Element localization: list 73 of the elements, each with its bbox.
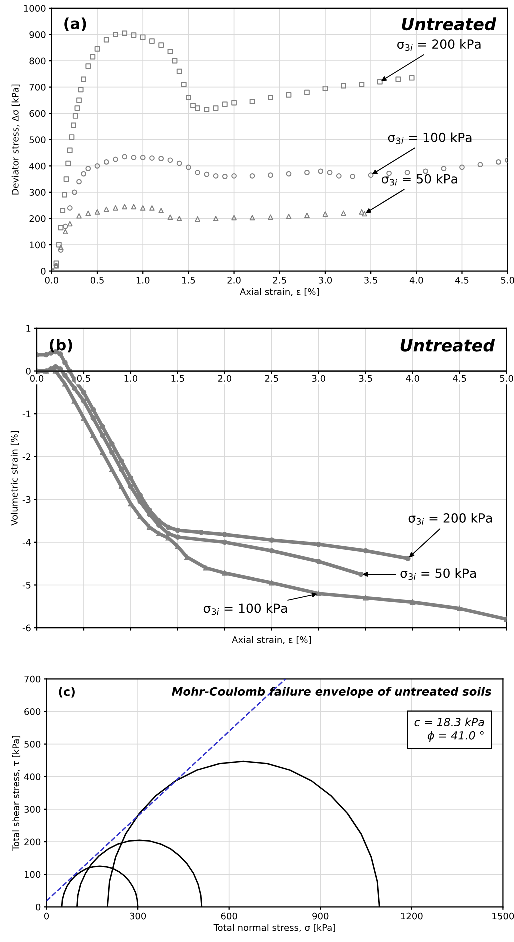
text: σ$_{3i}$ = 50 kPa [400, 568, 476, 580]
x-tick-label: 600 [221, 912, 238, 920]
y-tick-label: -5 [22, 582, 31, 589]
text: σ$_{3i}$ = 200 kPa [398, 39, 481, 52]
y-tick-label: 500 [30, 136, 46, 144]
y-tick-label: 700 [24, 676, 41, 683]
y-tick-label: 300 [24, 806, 41, 814]
y-tick-label: 1000 [24, 5, 46, 12]
x-tick-label: 2.0 [218, 375, 232, 382]
x-tick-label: 2.5 [273, 277, 286, 284]
x-tick-label: 1.5 [172, 375, 184, 382]
y-tick-label: 100 [24, 871, 41, 878]
y-tick-label: 0 [41, 268, 46, 275]
x-tick-label: 900 [312, 912, 329, 920]
series-label: σ$_{3i}$ = 100 kPa [204, 604, 288, 616]
x-tick-label: 3.0 [312, 375, 326, 382]
annotation: (c) [59, 687, 75, 698]
x-tick-label: 5.0 [500, 375, 514, 382]
x-tick-label: 0.0 [45, 277, 58, 284]
y-tick-label: -3 [22, 496, 31, 504]
y-tick-label: -6 [22, 624, 31, 632]
y-tick-label: 600 [24, 708, 41, 716]
x-tick-label: 4.0 [410, 277, 424, 284]
y-tick-label: 200 [24, 838, 41, 846]
y-tick-label: -2 [22, 454, 31, 460]
x-tick-label: 3.0 [318, 277, 332, 284]
x-tick-label: 300 [130, 912, 146, 920]
series-label: σ$_{3i}$ = 100 kPa [388, 132, 472, 144]
y-tick-label: 900 [30, 31, 46, 38]
text: Untreated [400, 338, 496, 352]
y-tick-label: -4 [22, 539, 31, 546]
x-tick-label: 0.5 [77, 375, 90, 382]
x-tick-label: 1.0 [124, 375, 138, 382]
chart-title: Untreated [402, 18, 497, 31]
y-tick-label: 0 [26, 368, 31, 375]
y-tick-label: 600 [30, 110, 46, 118]
x-tick-label: 1.5 [182, 277, 196, 284]
y-axis-title: Volumetric strain [%] [10, 431, 19, 526]
y-tick-label: 400 [30, 162, 46, 170]
y-axis-title: Deviator stress, Δσ [kPa] [12, 84, 20, 195]
x-tick-label: 1500 [492, 912, 514, 920]
y-tick-label: -1 [22, 410, 31, 418]
x-tick-label: 1.0 [136, 277, 150, 284]
x-tick-label: 3.5 [364, 277, 378, 284]
x-tick-label: 0.5 [90, 277, 104, 284]
x-tick-label: 4.0 [406, 375, 420, 382]
text: Mohr-Coulomb failure envelope of untreated soils [172, 687, 492, 698]
text: σ$_{3i}$ = 50 kPa [382, 174, 458, 186]
y-tick-label: 400 [24, 774, 41, 780]
y-tick-label: 200 [30, 215, 46, 222]
x-axis-title: Axial strain, ε [%] [232, 636, 312, 644]
x-tick-label: 4.5 [456, 277, 469, 284]
y-tick-label: 100 [30, 242, 46, 249]
annotation: c = 18.3 kPa ϕ = 41.0 ° [414, 718, 484, 742]
x-tick-label: 2.0 [228, 277, 241, 284]
x-axis-title: Axial strain, ε [%] [240, 288, 319, 296]
y-tick-label: 300 [30, 189, 46, 196]
x-axis-title: Total normal stress, σ [kPa] [214, 924, 336, 932]
y-tick-label: 800 [30, 58, 46, 65]
x-tick-label: 3.5 [359, 375, 372, 382]
annotation: (a) [64, 18, 86, 32]
x-tick-label: 2.5 [265, 375, 278, 382]
annotation: (b) [50, 338, 72, 353]
y-tick-label: 700 [30, 84, 46, 91]
x-tick-label: 5.0 [501, 277, 514, 284]
x-tick-label: 4.5 [453, 375, 466, 382]
y-tick-label: 500 [24, 741, 41, 748]
text: σ$_{3i}$ = 200 kPa [408, 513, 492, 525]
y-tick-label: 0 [36, 904, 41, 911]
x-tick-label: 1200 [401, 912, 423, 920]
x-tick-label: 0.0 [30, 375, 44, 382]
y-tick-label: 1 [26, 325, 31, 332]
y-axis-title: Total shear stress, τ [kPa] [12, 736, 21, 852]
